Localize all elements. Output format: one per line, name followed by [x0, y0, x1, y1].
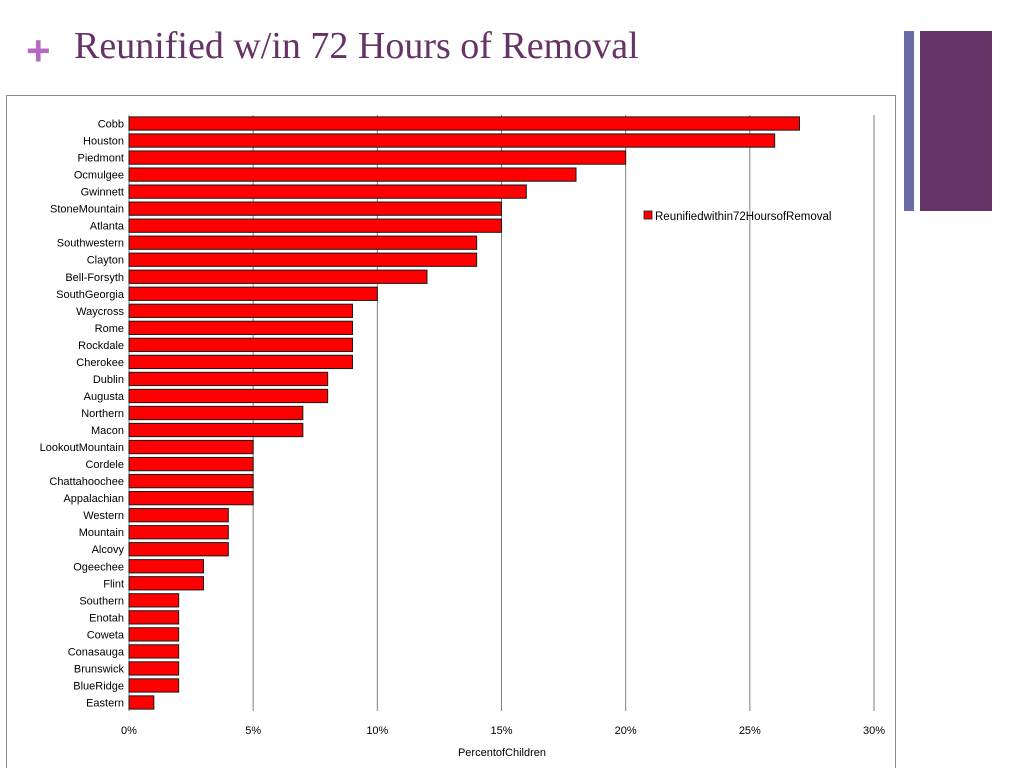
- bar: [129, 423, 303, 436]
- bar: [129, 662, 179, 675]
- bar: [129, 594, 179, 607]
- category-label: Southern: [79, 595, 124, 607]
- category-label: Coweta: [87, 629, 125, 641]
- category-label: Stone Mountain: [50, 204, 124, 216]
- category-label: Bell-Forsyth: [65, 272, 124, 284]
- category-label: Macon: [91, 425, 124, 437]
- category-label: Enotah: [89, 612, 124, 624]
- category-label: Mountain: [79, 527, 124, 539]
- x-tick-label: 25%: [739, 725, 761, 737]
- bar: [129, 236, 477, 249]
- bar: [129, 457, 253, 470]
- category-label: Chattahoochee: [49, 476, 124, 488]
- bar: [129, 696, 154, 709]
- bar: [129, 185, 526, 198]
- bar: [129, 134, 775, 147]
- bar: [129, 474, 253, 487]
- category-label: Ocmulgee: [74, 170, 124, 182]
- bar: [129, 560, 204, 573]
- category-label: Dublin: [93, 374, 124, 386]
- bar: [129, 611, 179, 624]
- bar: [129, 338, 353, 351]
- category-label: Rockdale: [78, 340, 124, 352]
- legend-label: Reunified within 72 Hours of Removal: [655, 211, 831, 223]
- bar: [129, 202, 502, 215]
- category-label: Lookout Mountain: [40, 442, 124, 454]
- category-label: Flint: [103, 578, 124, 590]
- category-label: Blue Ridge: [73, 680, 124, 692]
- bar: [129, 372, 328, 385]
- category-label: Augusta: [84, 391, 125, 403]
- category-label: Gwinnett: [81, 187, 124, 199]
- x-tick-label: 5%: [245, 725, 261, 737]
- category-label: Cherokee: [76, 357, 124, 369]
- bar: [129, 321, 353, 334]
- legend: Reunified within 72 Hours of Removal: [644, 211, 831, 223]
- bar: [129, 168, 576, 181]
- bar: [129, 270, 427, 283]
- bar: [129, 219, 502, 232]
- category-label: Appalachian: [63, 493, 124, 505]
- category-label: Ogeechee: [73, 561, 124, 573]
- bar: [129, 151, 626, 164]
- category-label: Houston: [83, 136, 124, 148]
- category-label: Piedmont: [78, 153, 124, 165]
- bar: [129, 628, 179, 641]
- category-label: Rome: [95, 323, 124, 335]
- category-label: Eastern: [86, 697, 124, 709]
- bar: [129, 440, 253, 453]
- category-label: Brunswick: [74, 663, 125, 675]
- category-label: Western: [83, 510, 124, 522]
- legend-swatch: [644, 211, 652, 219]
- x-tick-label: 0%: [121, 725, 137, 737]
- bar: [129, 253, 477, 266]
- category-label: Southwestern: [57, 238, 124, 250]
- bar: [129, 543, 228, 556]
- x-tick-label: 30%: [863, 725, 885, 737]
- x-tick-label: 10%: [366, 725, 388, 737]
- bar: [129, 287, 377, 300]
- bar: [129, 117, 800, 130]
- x-tick-label: 15%: [490, 725, 512, 737]
- category-label: Northern: [81, 408, 124, 420]
- category-label: Cobb: [98, 119, 124, 131]
- bar: [129, 679, 179, 692]
- x-axis-title: Percent of Children: [458, 747, 546, 759]
- bar: [129, 526, 228, 539]
- category-label: South Georgia: [56, 289, 125, 301]
- bar: [129, 355, 353, 368]
- bar: [129, 509, 228, 522]
- bar: [129, 492, 253, 505]
- bar: [129, 645, 179, 658]
- bar: [129, 389, 328, 402]
- category-label: Waycross: [76, 306, 124, 318]
- bar: [129, 577, 204, 590]
- bar: [129, 304, 353, 317]
- category-label: Conasauga: [68, 646, 125, 658]
- category-label: Alcovy: [92, 544, 125, 556]
- bar: [129, 406, 303, 419]
- category-label: Atlanta: [90, 221, 125, 233]
- x-tick-label: 20%: [615, 725, 637, 737]
- category-label: Cordele: [85, 459, 124, 471]
- category-label: Clayton: [87, 255, 124, 267]
